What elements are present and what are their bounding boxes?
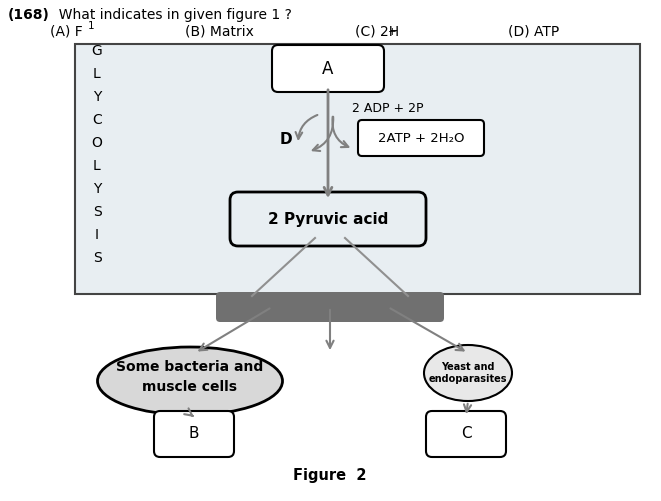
FancyBboxPatch shape: [426, 411, 506, 457]
Text: I: I: [95, 228, 99, 242]
Text: (A) F: (A) F: [50, 24, 83, 38]
Text: L: L: [93, 67, 101, 81]
FancyBboxPatch shape: [272, 45, 384, 92]
FancyBboxPatch shape: [75, 44, 640, 294]
Text: 2 ADP + 2P: 2 ADP + 2P: [352, 102, 424, 115]
Text: S: S: [93, 205, 101, 219]
Text: G: G: [92, 44, 102, 58]
Text: (B) Matrix: (B) Matrix: [185, 24, 254, 38]
Text: B: B: [189, 426, 199, 441]
Text: (168): (168): [8, 8, 50, 22]
Text: What indicates in given figure 1 ?: What indicates in given figure 1 ?: [50, 8, 292, 22]
Text: (C) 2H: (C) 2H: [355, 24, 399, 38]
Text: C: C: [461, 426, 471, 441]
FancyBboxPatch shape: [216, 292, 444, 322]
Ellipse shape: [98, 347, 282, 415]
Text: 2ATP + 2H₂O: 2ATP + 2H₂O: [377, 131, 464, 144]
Text: S: S: [93, 251, 101, 265]
Text: C: C: [92, 113, 102, 127]
Text: Yeast and
endoparasites: Yeast and endoparasites: [429, 362, 507, 384]
Text: (D) ATP: (D) ATP: [508, 24, 559, 38]
Text: A: A: [323, 60, 334, 78]
FancyBboxPatch shape: [154, 411, 234, 457]
Text: D: D: [280, 131, 292, 146]
Text: Some bacteria and
muscle cells: Some bacteria and muscle cells: [116, 360, 264, 394]
Text: Y: Y: [93, 90, 101, 104]
Text: +: +: [388, 27, 397, 37]
Text: O: O: [92, 136, 102, 150]
Text: L: L: [93, 159, 101, 173]
Text: Y: Y: [93, 182, 101, 196]
FancyBboxPatch shape: [358, 120, 484, 156]
Text: 1: 1: [88, 21, 95, 31]
FancyBboxPatch shape: [230, 192, 426, 246]
Ellipse shape: [424, 345, 512, 401]
Text: 2 Pyruvic acid: 2 Pyruvic acid: [268, 211, 388, 226]
Text: Figure  2: Figure 2: [293, 468, 367, 483]
